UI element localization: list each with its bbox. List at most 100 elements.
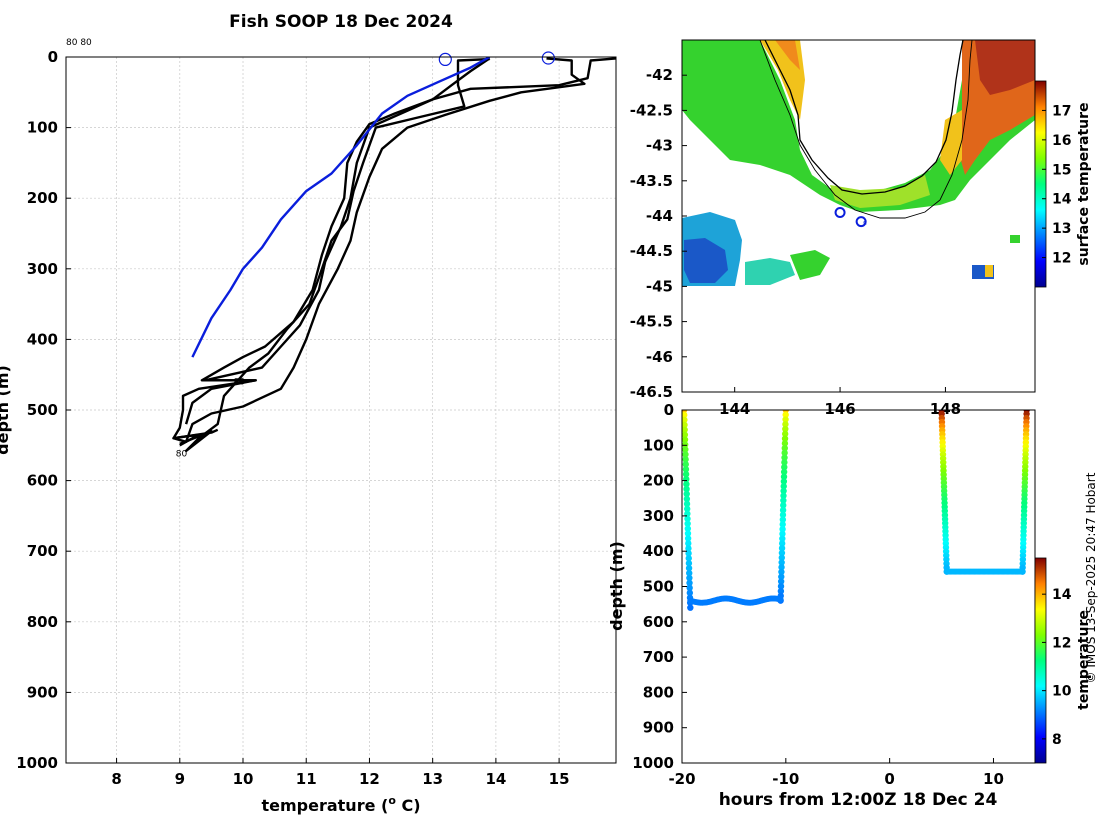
- map-ship-marker: [834, 206, 846, 218]
- chart-title: Fish SOOP 18 Dec 2024: [229, 12, 453, 32]
- timeseries-point: [777, 596, 784, 603]
- timeseries-point: [683, 495, 691, 503]
- profile-ytick-label: 300: [27, 260, 58, 278]
- timeseries-point: [780, 478, 788, 485]
- profile-xtick-label: 13: [422, 770, 443, 788]
- timeseries-point: [781, 463, 788, 471]
- coastline-shelf: [759, 40, 973, 219]
- credit-text: © IMOS 13-Sep-2025 20:47 Hobart: [1084, 472, 1098, 683]
- timeseries-point: [778, 564, 785, 571]
- map-colorbar-label: surface temperature: [1076, 102, 1092, 265]
- timeseries-point: [684, 520, 691, 527]
- timeseries-colorbar-tick-label: 8: [1052, 732, 1062, 748]
- timeseries-point: [682, 416, 688, 424]
- profile-ytick-label: 900: [27, 683, 58, 701]
- timeseries-point: [781, 435, 789, 442]
- timeseries-colorbar: [1034, 557, 1047, 764]
- timeseries-point: [781, 449, 788, 457]
- timeseries-point: [682, 446, 689, 453]
- sst-east-speck-3: [1010, 235, 1020, 243]
- timeseries-xtick-label: 0: [884, 770, 894, 788]
- map-xtick-label: 144: [719, 400, 750, 418]
- timeseries-point: [683, 505, 691, 513]
- timeseries-point: [1019, 568, 1026, 575]
- profile-xtick-label: 14: [485, 770, 506, 788]
- timeseries-point: [682, 431, 689, 438]
- timeseries-ytick-label: 0: [664, 401, 674, 419]
- timeseries-xtick-label: -20: [668, 770, 695, 788]
- profile-marker: [541, 51, 555, 65]
- timeseries-point: [685, 550, 692, 557]
- timeseries-point: [779, 506, 787, 514]
- sst-south-coast: [830, 175, 930, 208]
- timeseries-point: [782, 416, 789, 423]
- profile-grid: [66, 56, 616, 764]
- profile-annotation-top: 80 80: [66, 38, 92, 48]
- map-yticks: -42 -42.5 -43 -43.5 -44 -44.5 -45 -45.5 -46 -46.5: [630, 66, 687, 401]
- timeseries-point: [685, 564, 693, 572]
- timeseries-colorbar-tick-label: 10: [1052, 684, 1072, 700]
- map-ytick-label: -42.5: [630, 101, 673, 119]
- profile-annotation-bottom: 80: [176, 449, 188, 459]
- timeseries-point: [781, 454, 788, 461]
- timeseries-point: [778, 549, 786, 557]
- timeseries-point: [684, 535, 692, 542]
- timeseries-point: [782, 411, 789, 418]
- timeseries-ytick-label: 100: [643, 436, 674, 454]
- map-ytick-label: -43.5: [630, 172, 673, 190]
- timeseries-point: [779, 516, 787, 523]
- profile-series-line: [172, 57, 586, 443]
- timeseries-point: [777, 583, 785, 590]
- sst-scatter-2: [790, 250, 830, 280]
- timeseries-point: [779, 525, 786, 533]
- timeseries-xtick-label: -10: [772, 770, 799, 788]
- timeseries-colorbar-ticks: 8 10 12 14: [1042, 587, 1072, 748]
- timeseries-point: [682, 421, 688, 429]
- profile-series-line: [191, 57, 491, 358]
- timeseries-point: [686, 589, 694, 597]
- timeseries-yticks: 0 100 200 300 400 500 600 700 800 900 1000: [632, 401, 687, 772]
- map-ytick-label: -42: [646, 66, 673, 84]
- timeseries-colorbar-label: temperature: [1076, 610, 1092, 710]
- coastline: [764, 40, 964, 195]
- map-colorbar-ticks: 12 13 14 15 16 17: [1042, 103, 1072, 267]
- timeseries-point: [778, 540, 786, 547]
- profile-ytick-label: 200: [27, 189, 58, 207]
- profile-xtick-label: 11: [296, 770, 317, 788]
- timeseries-ytick-label: 300: [643, 507, 674, 525]
- timeseries-point: [779, 530, 786, 538]
- profile-ytick-label: 0: [48, 48, 58, 66]
- sst-scatter-1: [745, 258, 795, 285]
- timeseries-point: [778, 568, 785, 576]
- timeseries-point: [781, 430, 789, 438]
- timeseries-xticks: -20 -10 0 10: [668, 758, 1004, 788]
- timeseries-point: [780, 468, 788, 476]
- timeseries-point: [780, 487, 787, 495]
- profile-markers: [438, 51, 555, 67]
- profile-series-line: [179, 57, 490, 453]
- timeseries-point: [683, 500, 691, 508]
- timeseries-point: [682, 471, 690, 478]
- timeseries-ytick-label: 700: [643, 648, 674, 666]
- map-xtick-label: 148: [930, 400, 961, 418]
- profile-ytick-label: 700: [27, 542, 58, 560]
- profile-xtick-label: 9: [175, 770, 185, 788]
- timeseries-point: [683, 490, 690, 498]
- timeseries-ytick-label: 400: [643, 542, 674, 560]
- timeseries-point: [780, 473, 788, 480]
- timeseries-point: [684, 530, 692, 537]
- profile-panel: 8 9 10 11 12 13 14 15 0100200300400500600700800…: [0, 38, 617, 815]
- timeseries-point: [684, 525, 692, 532]
- profile-xtick-label: 8: [111, 770, 121, 788]
- timeseries-point: [683, 485, 690, 493]
- profile-xticks: 8 9 10 11 12 13 14 15: [111, 758, 570, 788]
- timeseries-point: [781, 440, 789, 447]
- timeseries-point: [686, 574, 693, 582]
- map-ship-positions: c: [834, 206, 867, 228]
- timeseries-point: [778, 559, 785, 566]
- profile-series-line: [184, 57, 616, 425]
- profile-xlabel: temperature (o C): [261, 794, 420, 815]
- timeseries-point: [685, 545, 692, 552]
